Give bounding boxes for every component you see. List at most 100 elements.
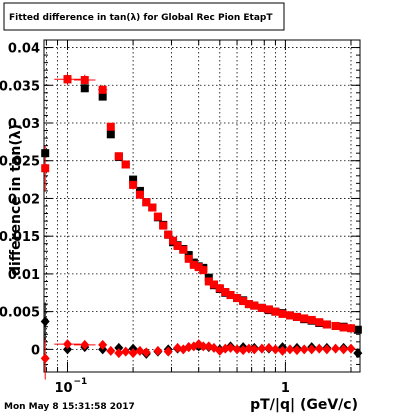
data-point-diamond (80, 339, 90, 350)
data-point-square (148, 203, 157, 212)
data-point-square (233, 294, 242, 303)
data-point-square (159, 221, 168, 230)
data-point-diamond (322, 344, 332, 355)
data-point-square (257, 303, 266, 312)
y-tick-label: 0.01 (8, 268, 40, 283)
data-point-diamond (153, 345, 163, 356)
x-tick-exponent: −1 (74, 377, 88, 387)
data-point-square (41, 149, 50, 158)
data-point-square (292, 312, 301, 321)
y-tick-label: 0.035 (0, 79, 40, 94)
data-point-square (80, 84, 89, 93)
data-point-square (80, 75, 89, 84)
data-point-square (106, 122, 115, 131)
data-point-diamond (128, 348, 138, 359)
data-point-square (278, 309, 287, 318)
data-point-square (41, 164, 50, 173)
data-point-diamond (121, 346, 131, 357)
data-point-square (264, 305, 273, 314)
data-point-diamond (141, 347, 151, 358)
data-point-diamond (226, 342, 236, 353)
data-point-diamond (40, 353, 50, 364)
timestamp: Mon May 8 15:31:58 2017 (4, 402, 135, 412)
data-point-diamond (292, 345, 302, 356)
data-point-diamond (257, 343, 267, 354)
data-point-diamond (220, 343, 230, 354)
data-point-square (153, 212, 162, 221)
data-point-square (98, 92, 107, 101)
data-markers (40, 75, 363, 364)
y-tick-label: 0 (31, 343, 40, 358)
data-point-square (164, 230, 173, 239)
data-point-square (169, 236, 178, 245)
data-point-diamond (353, 348, 363, 359)
y-tick-label: 0.025 (0, 155, 40, 170)
data-point-square (199, 266, 208, 275)
data-point-square (226, 291, 235, 300)
data-point-square (244, 300, 253, 309)
data-point-square (106, 130, 115, 139)
data-point-square (209, 280, 218, 289)
data-point-square (271, 307, 280, 316)
data-point-square (346, 324, 355, 333)
data-point-diamond (299, 344, 309, 355)
x-axis-label: pT/|q| (GeV/c) (250, 397, 358, 413)
data-point-square (307, 315, 316, 324)
data-point-square (98, 85, 107, 94)
x-tick-labels: 10 −1 1 (54, 377, 289, 396)
x-tick-label: 10 (54, 381, 72, 396)
data-point-diamond (331, 343, 341, 354)
data-point-diamond (232, 344, 242, 355)
data-point-square (353, 325, 362, 334)
y-tick-label: 0.015 (0, 230, 40, 245)
y-tick-label: 0.03 (8, 117, 40, 132)
data-point-diamond (307, 344, 317, 355)
y-tick-label: 0.005 (0, 306, 40, 321)
data-point-diamond (249, 344, 259, 355)
data-point-square (129, 180, 138, 189)
y-axis-label: difference in tan(λ) (8, 124, 24, 276)
y-tick-label: 0.04 (8, 42, 40, 57)
data-point-diamond (114, 342, 124, 353)
data-point-diamond (163, 346, 173, 357)
error-bars (42, 73, 108, 380)
data-point-diamond (63, 344, 73, 355)
data-point-square (250, 301, 259, 310)
data-point-diamond (106, 345, 116, 356)
data-point-diamond (339, 344, 349, 355)
title-box-frame (3, 2, 285, 31)
x-tick-label: 1 (281, 381, 290, 396)
data-point-square (331, 321, 340, 330)
axis-ticks (44, 39, 360, 373)
data-point-square (215, 284, 224, 293)
y-tick-labels: 0 0.005 0.01 0.015 0.02 0.025 0.03 0.035 0.04 (0, 42, 40, 359)
data-point-square (179, 245, 188, 254)
chart-title: Fitted difference in tan(λ) for Global R… (9, 13, 273, 23)
data-point-diamond (40, 316, 50, 327)
data-point-diamond (278, 345, 288, 356)
data-point-square (189, 260, 198, 269)
y-tick-label: 0.02 (8, 192, 40, 207)
data-point-square (142, 198, 151, 207)
data-point-diamond (114, 348, 124, 359)
data-point-square (221, 288, 230, 297)
data-point-diamond (314, 343, 324, 354)
data-point-square (286, 311, 295, 320)
data-point-square (322, 320, 331, 329)
data-point-diamond (135, 345, 145, 356)
data-point-square (204, 277, 213, 286)
data-point-diamond (264, 342, 274, 353)
data-point-diamond (98, 339, 108, 350)
data-point-diamond (270, 344, 280, 355)
data-point-square (63, 75, 72, 84)
data-point-square (135, 190, 144, 199)
data-point-square (339, 323, 348, 332)
data-point-square (114, 152, 123, 161)
data-point-diamond (63, 339, 73, 350)
data-point-square (129, 175, 138, 184)
data-point-diamond (198, 341, 208, 352)
data-point-diamond (346, 343, 356, 354)
data-point-diamond (285, 344, 295, 355)
title-box: Fitted difference in tan(λ) for Global R… (3, 2, 285, 31)
